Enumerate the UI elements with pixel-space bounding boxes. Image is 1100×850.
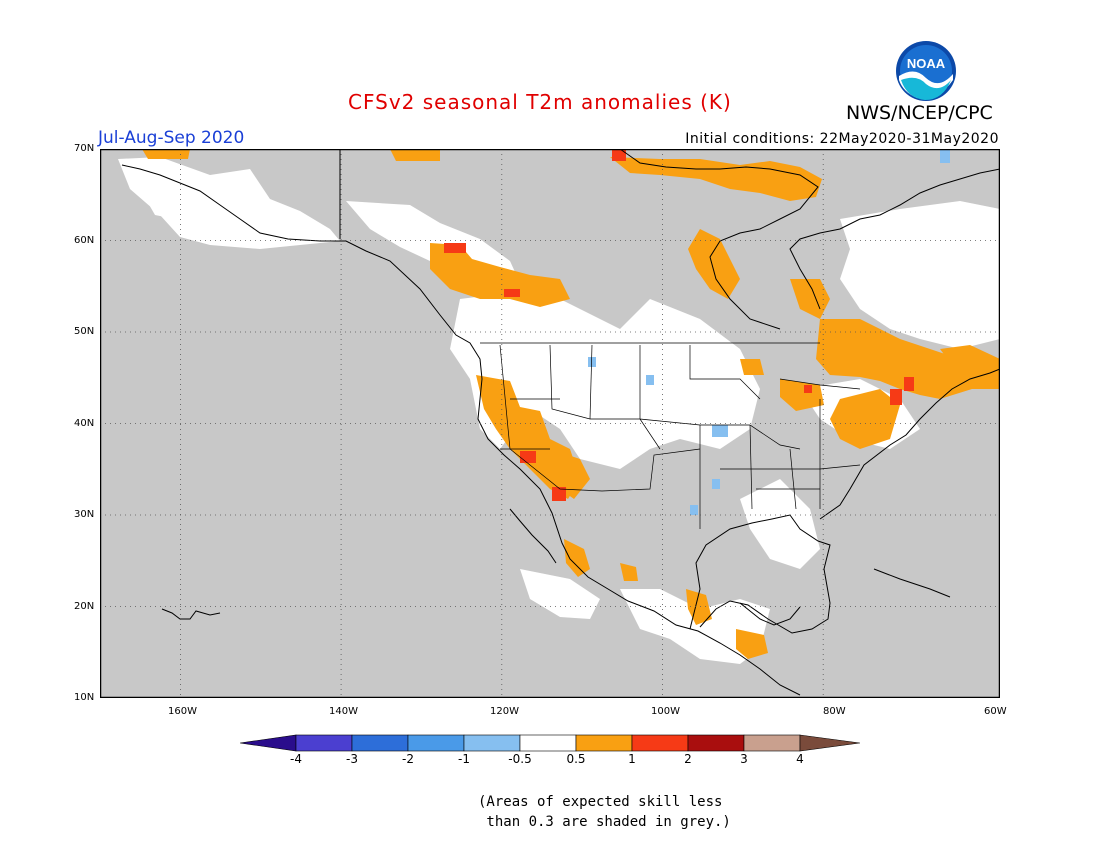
lat-label-10n: 10N — [74, 692, 95, 703]
lon-label-140w: 140W — [329, 706, 358, 717]
lat-label-50n: 50N — [74, 326, 95, 337]
legend-swatch-9 — [743, 734, 801, 752]
state-boundaries — [480, 342, 861, 529]
legend-swatch-7 — [631, 734, 689, 752]
legend-label: 4 — [796, 752, 804, 766]
legend-swatch-1 — [295, 734, 353, 752]
legend-swatch-8 — [687, 734, 745, 752]
legend-swatch-2 — [351, 734, 409, 752]
lon-label-80w: 80W — [823, 706, 846, 717]
blue-anomaly-areas — [588, 149, 950, 515]
lat-label-30n: 30N — [74, 509, 95, 520]
noaa-logo: NOAA — [896, 41, 956, 101]
map-title: CFSv2 seasonal T2m anomalies (K) — [348, 90, 732, 114]
legend-label: -3 — [346, 752, 358, 766]
orange-anomaly-areas — [142, 149, 1000, 659]
skill-note: (Areas of expected skill less than 0.3 a… — [478, 794, 731, 830]
legend-label: -2 — [402, 752, 414, 766]
noaa-logo-text: NOAA — [907, 56, 946, 71]
lat-label-40n: 40N — [74, 418, 95, 429]
lat-label-60n: 60N — [74, 235, 95, 246]
color-legend-bar — [240, 734, 860, 752]
legend-swatch-5 — [519, 734, 577, 752]
legend-label: 1 — [628, 752, 636, 766]
lon-label-60w: 60W — [984, 706, 1007, 717]
legend-label: -0.5 — [508, 752, 532, 766]
initial-conditions-label: Initial conditions: 22May2020-31May2020 — [685, 131, 999, 147]
legend-label: 0.5 — [566, 752, 586, 766]
lon-label-100w: 100W — [651, 706, 680, 717]
lon-label-160w: 160W — [168, 706, 197, 717]
map-frame — [100, 149, 1000, 698]
season-label: Jul-Aug-Sep 2020 — [98, 128, 245, 148]
legend-label: -4 — [290, 752, 302, 766]
legend-swatch-3 — [407, 734, 465, 752]
lat-label-20n: 20N — [74, 601, 95, 612]
coastlines — [121, 149, 1000, 696]
legend-arrow-high — [799, 734, 860, 752]
anomaly-map — [100, 149, 1000, 698]
red-anomaly-areas — [444, 149, 914, 501]
lat-label-70n: 70N — [74, 143, 95, 154]
legend-label: 2 — [684, 752, 692, 766]
agency-label: NWS/NCEP/CPC — [846, 102, 993, 124]
legend-label: -1 — [458, 752, 470, 766]
legend-label: 3 — [740, 752, 748, 766]
map-gridlines — [100, 149, 1000, 698]
legend-arrow-low — [240, 734, 297, 752]
legend-swatch-6 — [575, 734, 633, 752]
legend-swatch-4 — [463, 734, 521, 752]
lon-label-120w: 120W — [490, 706, 519, 717]
